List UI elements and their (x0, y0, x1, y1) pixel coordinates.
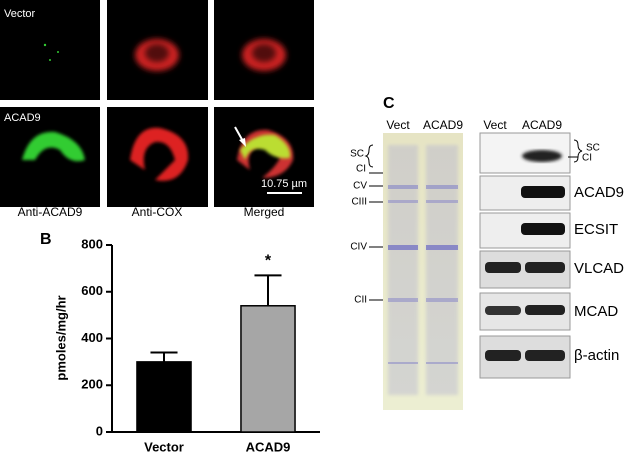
blot-label: MCAD (574, 303, 618, 320)
blot-label: VLCAD (574, 260, 624, 277)
gel-marker: CII (354, 295, 367, 306)
blot-label: ECSIT (574, 221, 618, 238)
column-label: Anti-COX (132, 205, 183, 219)
lane-label: Vect (483, 118, 507, 132)
blot-label: CI (582, 153, 592, 164)
lane-label: ACAD9 (423, 118, 463, 132)
y-tick-label: 800 (81, 236, 103, 251)
blot-label: SC (586, 143, 600, 154)
y-tick-label: 600 (81, 283, 103, 298)
panel-label: C (383, 95, 395, 112)
y-tick-label: 400 (81, 330, 103, 345)
x-tick-label: Vector (144, 439, 184, 454)
gel-image (364, 133, 463, 410)
y-tick-label: 0 (96, 423, 103, 438)
bar (136, 361, 192, 433)
error-bar (254, 274, 282, 306)
x-tick-label: ACAD9 (246, 439, 291, 454)
blot-label: β-actin (574, 347, 619, 364)
scale-bar-label: 10.75 µm (261, 178, 307, 190)
panel-label: B (40, 231, 52, 248)
row-label: ACAD9 (4, 112, 41, 124)
lane-label: ACAD9 (522, 118, 562, 132)
significance-label: * (265, 253, 272, 270)
bar (240, 305, 296, 433)
column-label: Merged (244, 205, 285, 219)
column-label: Anti-ACAD9 (18, 205, 83, 219)
western-blot (479, 132, 583, 379)
error-bar (150, 351, 178, 362)
y-tick-label: 200 (81, 377, 103, 392)
gel-marker: CIII (351, 197, 367, 208)
lane-label: Vect (386, 118, 410, 132)
gel-marker: CV (353, 181, 367, 192)
gel-marker: SC (350, 149, 364, 160)
row-label: Vector (4, 8, 36, 20)
gel-marker: CI (356, 164, 366, 175)
microscopy-panel (0, 0, 314, 207)
gel-marker: CIV (350, 242, 367, 253)
bar-chart: 0 200 400 600 800 Vector * ACAD9 (81, 236, 320, 454)
y-axis-title: pmoles/mg/hr (53, 295, 68, 380)
blot-label: ACAD9 (574, 184, 624, 201)
